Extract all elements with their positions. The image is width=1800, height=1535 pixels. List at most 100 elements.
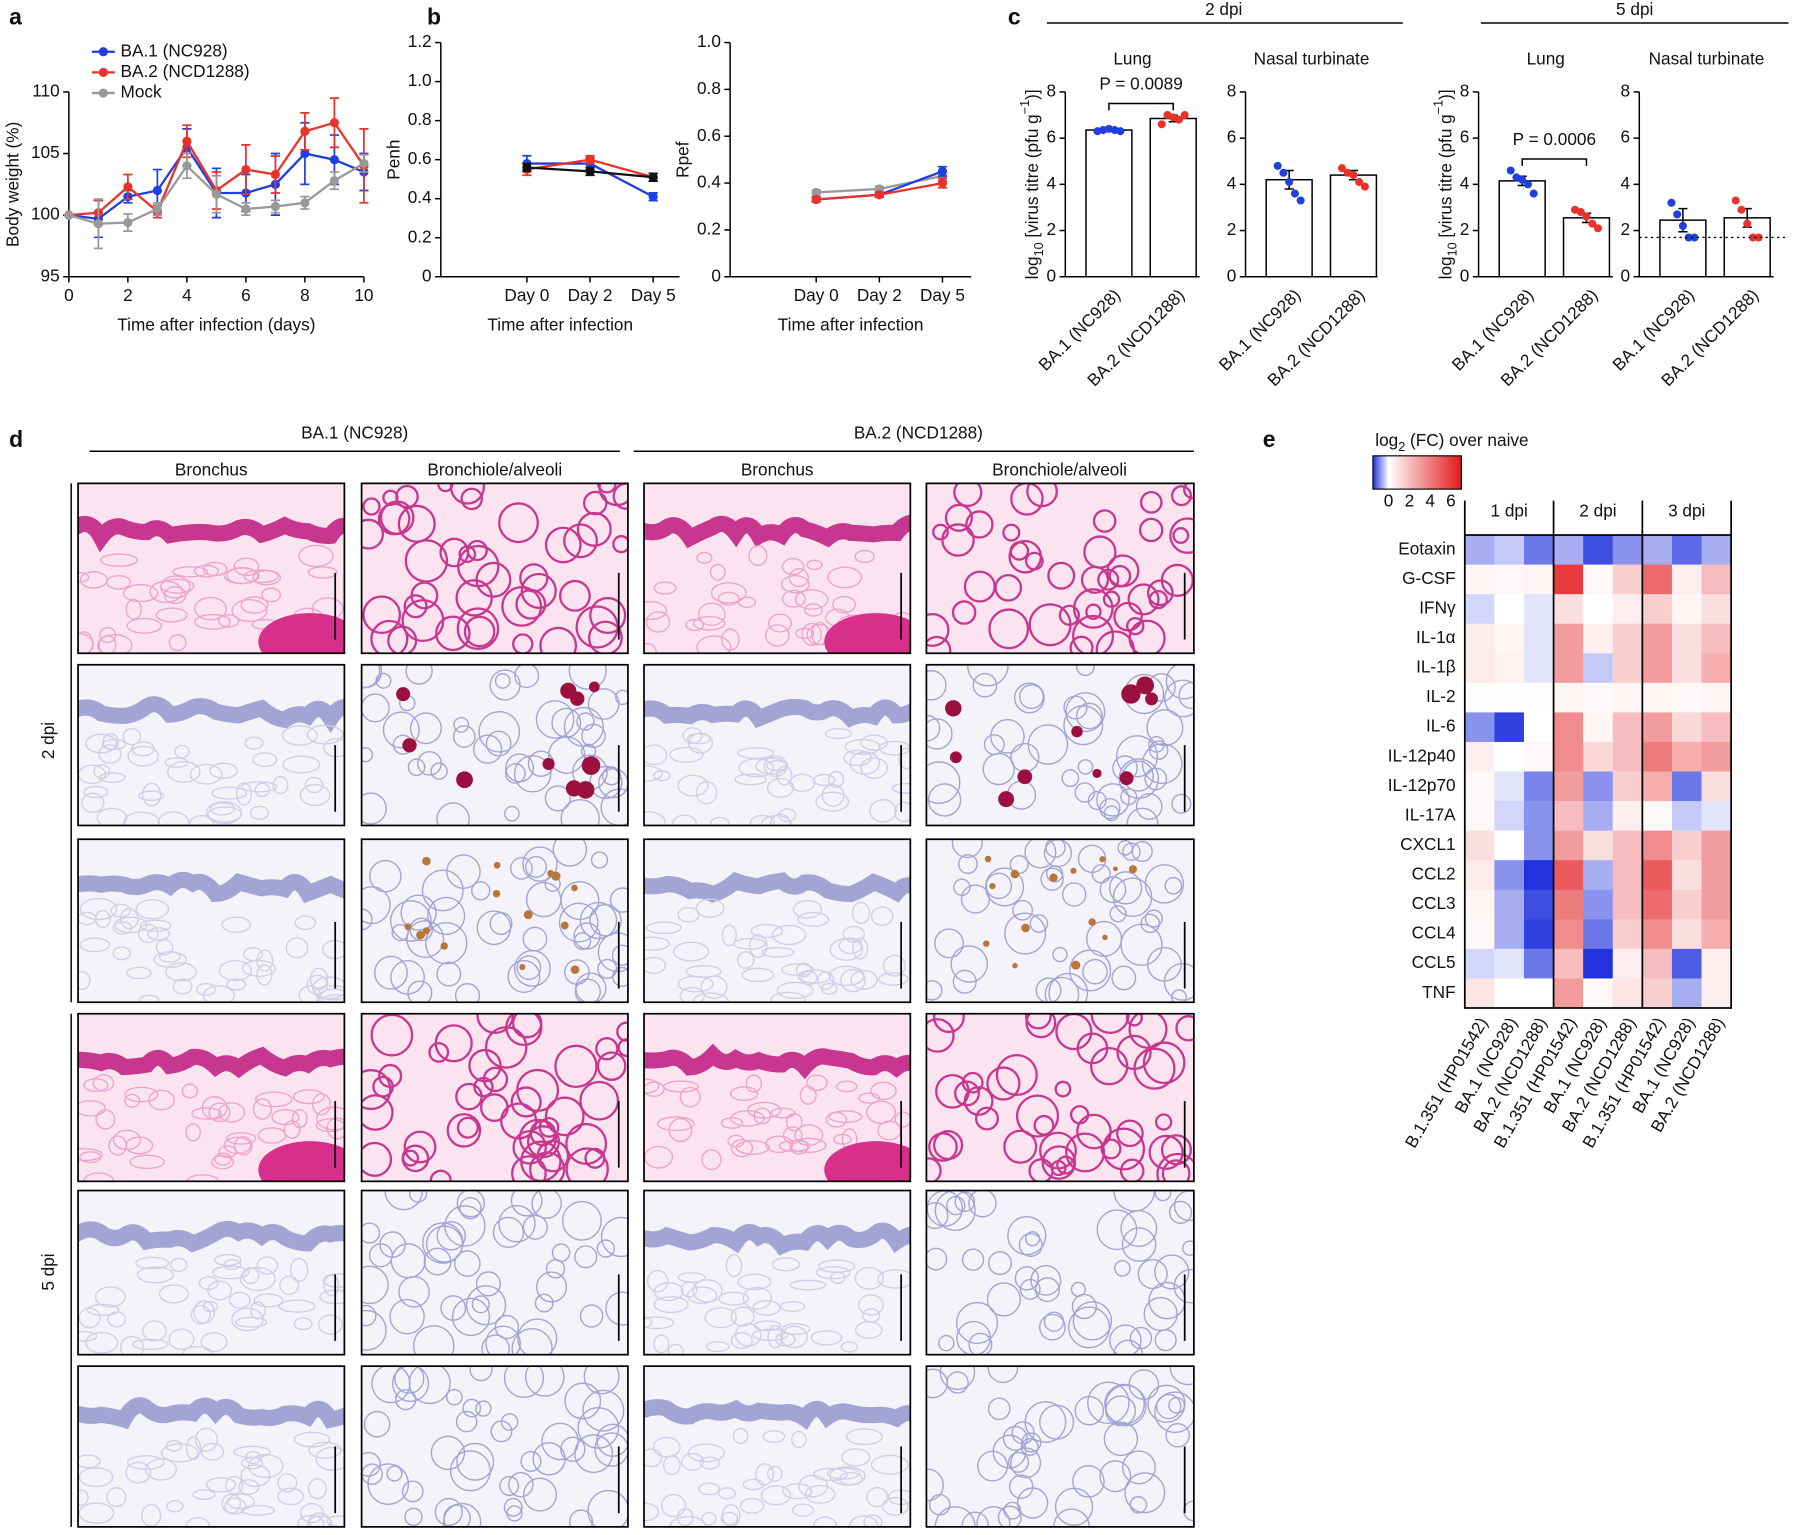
cell [748,545,768,567]
alveolus [377,502,411,536]
cell [188,815,215,826]
colorbar-step [1384,455,1387,490]
heat-cell [1494,682,1525,713]
cell [840,968,866,993]
colorbar-tick-label: 6 [1446,490,1456,510]
data-point [1737,205,1746,214]
cell [652,1436,681,1458]
alveolus [1039,1404,1075,1440]
alveolus [565,1147,609,1182]
alveolus [596,1051,627,1081]
colorbar-step [1430,455,1433,490]
y-tick-label: 100 [31,204,60,224]
chart-title: Nasal turbinate [1649,48,1765,68]
alveolus [1135,793,1163,820]
data-point [1518,175,1527,184]
alveolus [1105,1395,1137,1427]
micrograph-border [360,1189,629,1356]
alveolus [462,1398,482,1418]
alveolus [1072,1301,1113,1341]
heat-cell [1494,830,1525,861]
alveolus [456,1116,479,1139]
y-tick-label: 8 [1047,80,1057,100]
heat-cell [1553,682,1584,713]
colorbar-step [1449,455,1452,490]
heat-cell [1612,978,1643,1009]
cell [827,770,845,788]
data-point [1582,212,1591,221]
cell [78,631,94,654]
alveolus [944,503,973,532]
heat-cell [1553,564,1584,595]
alveolus [520,1450,542,1472]
antigen-stain [949,751,962,764]
alveolus [523,1477,558,1512]
alveolus [574,978,601,1003]
region-title: Bronchus [741,459,814,479]
colorbar-step [1421,455,1424,490]
cell [277,1487,305,1506]
x-tick-label: 4 [182,285,192,305]
cell [858,1092,881,1104]
alveolus [1127,583,1160,616]
alveolus [554,1044,598,1089]
cell [122,584,159,603]
cell [238,1479,260,1496]
alveolus [361,1069,392,1111]
ihc-stain [989,882,996,890]
cell [78,1489,89,1506]
heat-cell [1553,860,1584,891]
colorbar-step [1414,455,1417,490]
cell [835,1080,858,1093]
alveolus [459,1197,482,1220]
heat-cell [1701,978,1732,1009]
cell [644,1316,675,1330]
cell [135,1256,170,1270]
cell [278,1299,316,1313]
alveolus [986,1282,1021,1317]
cell [160,1443,199,1463]
alveolus [1002,523,1021,542]
heat-cell [1642,712,1673,743]
epithelium [644,515,911,549]
alveolus [444,1205,486,1247]
cell [107,1311,127,1328]
alveolus [403,1130,437,1164]
cell [869,798,897,823]
cell [256,964,273,986]
cell [306,974,329,996]
heat-cell [1642,623,1673,654]
alveolus [430,1435,466,1471]
alveolus [1065,692,1106,733]
heat-cell [1553,653,1584,684]
muscle [824,1141,911,1182]
y-tick-label: 0.4 [408,187,432,207]
cell [698,1482,721,1496]
cell [244,736,264,750]
alveolus [612,535,628,554]
alveolus [961,1248,985,1271]
alveolus [401,1480,424,1503]
heat-cell [1642,564,1673,595]
alveolus [1026,483,1058,508]
p-value: P = 0.0089 [1099,74,1182,94]
cell [198,1276,219,1291]
cell [231,599,268,623]
alveolus [1013,682,1045,714]
data-point [1116,127,1125,136]
cell [248,1453,284,1479]
micrograph [926,839,1194,1003]
alveolus [1035,1277,1060,1303]
antigen-stain [1071,725,1083,738]
colorbar-step [1427,455,1430,490]
micrograph [361,1190,628,1355]
alveolus [615,689,628,706]
heat-cell [1523,801,1554,831]
alveolus [520,572,557,609]
antigen-stain [1119,771,1134,786]
cell [734,1323,762,1347]
alveolus [481,1334,510,1355]
colorbar-step [1425,455,1428,490]
cell [99,553,138,567]
alveolus [1012,899,1034,921]
